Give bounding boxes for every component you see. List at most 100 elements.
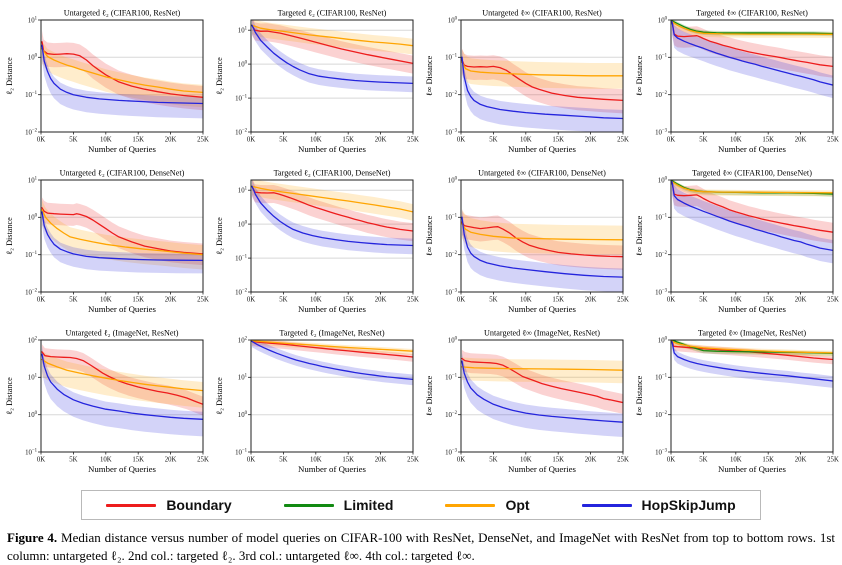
x-tick-label: 5K xyxy=(69,297,77,304)
series-line-opt xyxy=(41,358,203,392)
y-tick-label: 101 xyxy=(28,176,38,184)
plot-area xyxy=(251,20,413,132)
x-axis-label: Number of Queries xyxy=(88,464,156,474)
legend-label-boundary: Boundary xyxy=(166,497,232,513)
y-tick-label: 10−1 xyxy=(655,214,668,222)
legend-item-opt: Opt xyxy=(445,497,530,513)
y-tick-label: 100 xyxy=(448,176,458,184)
plot-title: Targeted ℓ∞ (CIFAR100, ResNet) xyxy=(696,9,808,18)
y-axis-label: ℓ₂ Distance xyxy=(215,57,224,95)
series-band-boundary xyxy=(462,349,623,414)
x-tick-label: 5K xyxy=(489,297,497,304)
series-band-boundary xyxy=(672,20,833,78)
y-axis-label: ℓ₂ Distance xyxy=(5,57,14,95)
x-tick-label: 10K xyxy=(520,457,532,464)
x-tick-label: 10K xyxy=(520,137,532,144)
x-tick-label: 15K xyxy=(132,137,144,144)
y-tick-label: 101 xyxy=(238,27,248,35)
x-tick-label: 5K xyxy=(489,137,497,144)
chart-svg: 10−2 10−1 100 101 0K 5K 10K 15K 20K 25K Targeted ℓ… xyxy=(215,9,419,155)
x-tick-label: 20K xyxy=(165,137,177,144)
y-tick-label: 101 xyxy=(238,187,248,195)
x-tick-label: 25K xyxy=(827,137,839,144)
plot-frame xyxy=(250,19,414,133)
y-tick-label: 10−2 xyxy=(235,128,248,136)
y-axis-label: ℓ₂ Distance xyxy=(215,217,224,255)
x-tick-label: 20K xyxy=(795,457,807,464)
series-line-opt xyxy=(41,48,203,94)
x-tick-label: 20K xyxy=(375,137,387,144)
legend-label-opt: Opt xyxy=(505,497,530,513)
series-band-hopskipjump xyxy=(462,208,623,292)
x-tick-label: 5K xyxy=(699,137,707,144)
y-axis-label: ℓ∞ Distance xyxy=(635,55,644,96)
chart-svg: 10−3 10−2 10−1 100 0K 5K 10K 15K 20K 25K Targeted … xyxy=(635,169,839,315)
series-line-hopskipjump xyxy=(461,216,623,278)
x-tick-label: 0K xyxy=(247,457,255,464)
x-tick-label: 5K xyxy=(489,457,497,464)
chart-svg: 10−1 100 101 102 0K 5K 10K 15K 20K 25K Targeted ℓ₂… xyxy=(215,329,419,475)
y-tick-label: 10−2 xyxy=(655,251,668,259)
x-tick-label: 20K xyxy=(795,297,807,304)
y-tick-label: 100 xyxy=(28,214,38,222)
y-tick-label: 10−2 xyxy=(445,411,458,419)
x-axis-label: Number of Queries xyxy=(718,464,786,474)
plot-area xyxy=(671,180,833,292)
x-tick-label: 15K xyxy=(342,457,354,464)
x-axis-label: Number of Queries xyxy=(298,144,366,154)
y-axis-label: ℓ₂ Distance xyxy=(5,377,14,415)
x-tick-label: 15K xyxy=(342,297,354,304)
series-band-hopskipjump xyxy=(252,20,413,93)
series-line-boundary xyxy=(41,351,203,405)
legend-label-limited: Limited xyxy=(343,497,394,513)
plot-grid: 10−2 10−1 100 101 0K 5K 10K 15K 20K 25K Untargeted… xyxy=(0,6,842,486)
x-tick-label: 5K xyxy=(279,297,287,304)
x-tick-label: 25K xyxy=(617,137,629,144)
series-line-opt xyxy=(671,181,833,194)
y-tick-label: 100 xyxy=(238,61,248,69)
x-tick-label: 15K xyxy=(342,137,354,144)
series-line-boundary xyxy=(251,24,413,65)
x-tick-label: 0K xyxy=(37,457,45,464)
x-axis-label: Number of Queries xyxy=(88,144,156,154)
x-tick-label: 5K xyxy=(279,137,287,144)
y-axis-label: ℓ∞ Distance xyxy=(425,375,434,416)
plot-frame xyxy=(460,179,624,293)
x-tick-label: 10K xyxy=(100,297,112,304)
x-tick-label: 25K xyxy=(827,457,839,464)
y-tick-label: 100 xyxy=(658,16,668,24)
plot-untargeted-linf-imagenet-resnet: 10−3 10−2 10−1 100 0K 5K 10K 15K 20K 25K Untargete… xyxy=(421,326,631,486)
x-tick-label: 0K xyxy=(457,457,465,464)
x-tick-label: 0K xyxy=(247,297,255,304)
x-tick-label: 10K xyxy=(310,297,322,304)
series-line-hopskipjump xyxy=(461,360,623,423)
x-tick-label: 5K xyxy=(69,457,77,464)
y-tick-label: 10−3 xyxy=(445,448,458,456)
plot-title: Untargeted ℓ∞ (ImageNet, ResNet) xyxy=(484,329,600,338)
plot-title: Untargeted ℓ₂ (ImageNet, ResNet) xyxy=(65,329,178,338)
y-tick-label: 10−1 xyxy=(235,448,248,456)
series-band-opt xyxy=(42,350,203,408)
plot-targeted-l2-cifar100-densenet: 10−2 10−1 100 101 0K 5K 10K 15K 20K 25K Targeted ℓ… xyxy=(211,166,421,326)
x-axis-label: Number of Queries xyxy=(298,304,366,314)
y-tick-label: 10−1 xyxy=(235,255,248,263)
x-tick-label: 5K xyxy=(69,137,77,144)
plot-frame xyxy=(40,339,204,453)
x-tick-label: 10K xyxy=(730,297,742,304)
y-tick-label: 10−2 xyxy=(25,288,38,296)
x-tick-label: 0K xyxy=(457,297,465,304)
x-tick-label: 0K xyxy=(667,137,675,144)
series-line-hopskipjump xyxy=(251,185,413,247)
x-tick-label: 25K xyxy=(197,457,209,464)
y-tick-label: 10−2 xyxy=(445,91,458,99)
y-tick-label: 101 xyxy=(28,16,38,24)
y-tick-label: 100 xyxy=(448,336,458,344)
plot-area xyxy=(41,20,203,132)
series-band-boundary xyxy=(42,30,203,111)
x-tick-label: 15K xyxy=(132,457,144,464)
caption-label: Figure 4. xyxy=(7,530,58,545)
legend-label-hopskipjump: HopSkipJump xyxy=(641,497,736,513)
plot-untargeted-l2-imagenet-resnet: 10−1 100 101 102 0K 5K 10K 15K 20K 25K Untargeted … xyxy=(1,326,211,486)
hopskipjump-line-swatch xyxy=(581,503,632,507)
